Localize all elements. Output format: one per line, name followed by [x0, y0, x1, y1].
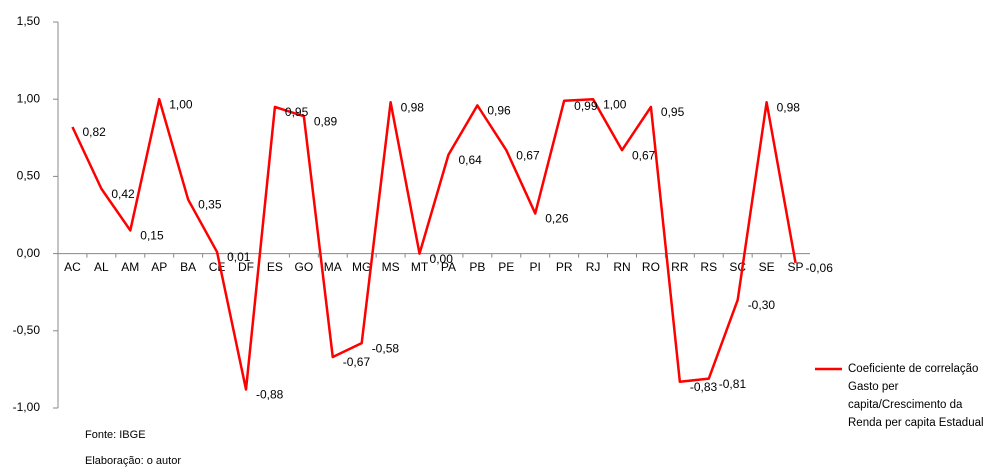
data-label: 0,26 [545, 212, 569, 226]
y-tick-label: -0,50 [13, 323, 41, 337]
data-label: -0,88 [256, 388, 284, 402]
x-tick-label: RN [613, 260, 630, 274]
data-label: -0,83 [690, 380, 718, 394]
x-tick-label: MS [382, 260, 400, 274]
x-tick-label: GO [295, 260, 314, 274]
data-label: 0,35 [198, 198, 222, 212]
data-label: 0,15 [140, 229, 164, 243]
x-tick-label: DF [238, 260, 254, 274]
x-tick-label: MG [352, 260, 371, 274]
data-label: -0,30 [748, 298, 776, 312]
x-tick-label: PE [498, 260, 514, 274]
x-tick-label: RS [700, 260, 717, 274]
data-label: 0,95 [661, 105, 685, 119]
data-label: 0,67 [632, 148, 656, 162]
x-tick-label: AP [151, 260, 167, 274]
data-label: 0,99 [574, 99, 598, 113]
data-line [71, 97, 797, 391]
data-label: 0,01 [227, 250, 251, 264]
data-label: -0,67 [343, 355, 371, 369]
data-label: 1,00 [603, 97, 627, 111]
x-tick-label: PA [441, 260, 456, 274]
x-tick-label: SP [788, 260, 804, 274]
data-label: -0,58 [372, 341, 400, 355]
y-tick-label: 1,50 [17, 14, 41, 28]
x-tick-label: SE [759, 260, 775, 274]
data-label: 0,42 [111, 187, 135, 201]
x-tick-label: CE [209, 260, 226, 274]
x-tick-label: ES [267, 260, 283, 274]
y-tick-label: -1,00 [13, 400, 41, 414]
x-tick-label: MT [411, 260, 429, 274]
data-label: 0,98 [401, 100, 425, 114]
x-tick-label: PR [556, 260, 573, 274]
data-label: 0,98 [777, 100, 801, 114]
data-label: -0,06 [806, 261, 834, 275]
source-note: Fonte: IBGE [85, 429, 146, 441]
data-label: 0,82 [82, 125, 106, 139]
y-tick-label: 0,00 [17, 246, 41, 260]
x-tick-label: BA [180, 260, 196, 274]
x-tick-label: AM [121, 260, 139, 274]
data-label: 0,64 [458, 153, 482, 167]
x-tick-label: AC [64, 260, 81, 274]
y-tick-label: 1,00 [17, 91, 41, 105]
x-tick-label: RR [671, 260, 689, 274]
x-tick-label: PB [469, 260, 485, 274]
author-note: Elaboração: o autor [85, 455, 182, 467]
x-tick-label: RO [642, 260, 660, 274]
data-label: 0,89 [314, 114, 338, 128]
x-tick-label: AL [94, 260, 109, 274]
data-label: 1,00 [169, 97, 193, 111]
y-tick-label: 0,50 [17, 169, 41, 183]
data-label: 0,95 [285, 105, 309, 119]
x-tick-label: MA [324, 260, 342, 274]
x-tick-label: RJ [586, 260, 601, 274]
data-label: -0,81 [719, 377, 747, 391]
data-label: 0,00 [430, 252, 454, 266]
x-tick-label: PI [530, 260, 541, 274]
legend-label: Coeficiente de correlação Gasto per capi… [848, 363, 984, 429]
data-label: 0,67 [516, 148, 540, 162]
data-label: 0,96 [487, 104, 511, 118]
